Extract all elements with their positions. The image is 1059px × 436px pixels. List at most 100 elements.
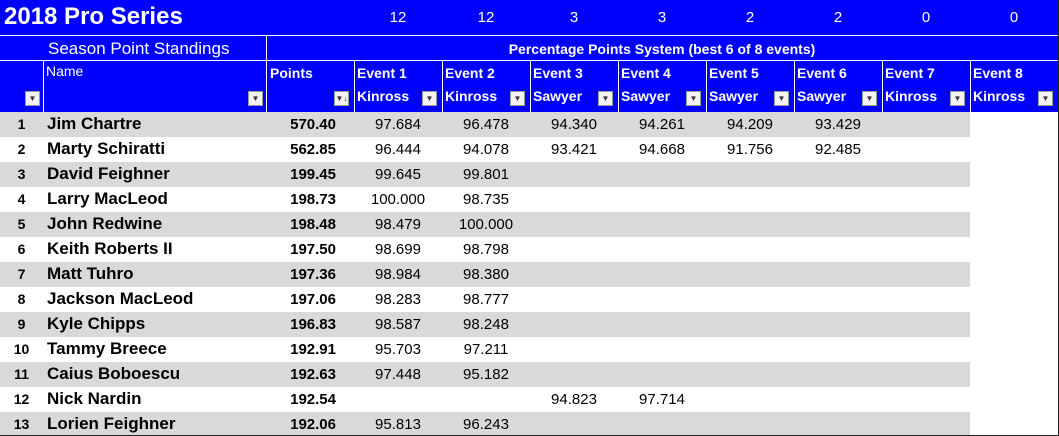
divider (43, 60, 44, 112)
sort-filter-button[interactable]: ▼↓ (334, 91, 349, 106)
divider (266, 35, 267, 112)
column-header: Event 6 (797, 65, 847, 81)
venue-label: Sawyer (709, 88, 759, 104)
event-score: 95.703 (375, 341, 421, 358)
column-header: Event 7 (885, 65, 935, 81)
row-background (0, 387, 970, 412)
venue-label: Sawyer (797, 88, 847, 104)
points: 199.45 (290, 166, 336, 183)
row-background (0, 337, 970, 362)
player-name: Nick Nardin (47, 389, 142, 408)
filter-button[interactable]: ▼ (598, 91, 613, 106)
event-score: 98.735 (463, 191, 509, 208)
divider (0, 35, 1058, 36)
subtitle: Season Point Standings (48, 39, 230, 58)
filter-button[interactable]: ▼ (248, 91, 263, 106)
points-system: Percentage Points System (best 6 of 8 ev… (508, 41, 816, 57)
event-score: 94.340 (551, 116, 597, 133)
event-score: 93.421 (551, 141, 597, 158)
player-name: Matt Tuhro (47, 264, 134, 283)
points: 197.06 (290, 291, 336, 308)
event-count: 12 (389, 9, 407, 26)
divider (618, 60, 619, 112)
filter-button[interactable]: ▼ (774, 91, 789, 106)
event-score: 98.380 (463, 266, 509, 283)
filter-button[interactable]: ▼ (510, 91, 525, 106)
column-header: Event 5 (709, 65, 759, 81)
player-name: John Redwine (47, 214, 163, 233)
player-name: David Feighner (47, 164, 170, 183)
divider (882, 60, 883, 112)
points: 198.73 (290, 191, 336, 208)
player-name: Kyle Chipps (47, 314, 146, 333)
event-count: 2 (745, 9, 755, 26)
rank: 7 (17, 266, 26, 282)
divider (354, 60, 355, 112)
event-score: 100.000 (458, 216, 514, 233)
player-name: Larry MacLeod (47, 189, 168, 208)
event-score: 94.823 (551, 391, 597, 408)
player-name: Caius Boboescu (47, 364, 181, 383)
player-name: Tammy Breece (47, 339, 167, 358)
rank: 13 (13, 416, 30, 432)
event-score: 96.243 (463, 416, 509, 433)
event-count: 0 (1009, 9, 1019, 26)
row-background (0, 137, 970, 162)
column-header: Event 8 (973, 65, 1023, 81)
divider (0, 60, 1058, 61)
points: 192.63 (290, 366, 336, 383)
divider (794, 60, 795, 112)
event-count: 0 (921, 9, 931, 26)
divider (530, 60, 531, 112)
event-score: 94.668 (639, 141, 685, 158)
rank: 3 (17, 166, 26, 182)
event-count: 3 (657, 9, 667, 26)
points: 562.85 (290, 141, 336, 158)
column-header: Event 3 (533, 65, 583, 81)
venue-label: Sawyer (621, 88, 671, 104)
points: 196.83 (290, 316, 336, 333)
points: 197.50 (290, 241, 336, 258)
points: 192.06 (290, 416, 336, 433)
event-score: 95.813 (375, 416, 421, 433)
venue-label: Kinross (445, 88, 498, 104)
event-score: 93.429 (815, 116, 861, 133)
points: 570.40 (290, 116, 336, 133)
event-score: 92.485 (815, 141, 861, 158)
event-score: 97.211 (463, 341, 509, 358)
event-score: 96.478 (463, 116, 509, 133)
rank: 11 (14, 366, 29, 382)
rank: 1 (17, 116, 26, 132)
column-header: Name (46, 63, 84, 79)
filter-button[interactable]: ▼ (686, 91, 701, 106)
filter-button[interactable]: ▼ (950, 91, 965, 106)
filter-button[interactable]: ▼ (1038, 91, 1053, 106)
points: 192.91 (290, 341, 336, 358)
event-score: 99.645 (375, 166, 421, 183)
row-background (0, 287, 970, 312)
filter-button[interactable]: ▼ (862, 91, 877, 106)
event-score: 94.078 (463, 141, 509, 158)
row-background (0, 187, 970, 212)
rank: 2 (17, 141, 26, 157)
event-score: 94.261 (639, 116, 685, 133)
event-score: 98.798 (463, 241, 509, 258)
event-score: 98.479 (375, 216, 421, 233)
event-score: 94.209 (727, 116, 773, 133)
column-header: Event 4 (621, 65, 671, 81)
row-background (0, 212, 970, 237)
event-score: 100.000 (370, 191, 426, 208)
event-score: 98.283 (375, 291, 421, 308)
rank: 8 (17, 291, 26, 307)
filter-button[interactable]: ▼ (25, 91, 40, 106)
divider (970, 60, 971, 112)
event-score: 98.699 (375, 241, 421, 258)
venue-label: Kinross (973, 88, 1026, 104)
event-score: 91.756 (727, 141, 773, 158)
filter-button[interactable]: ▼ (422, 91, 437, 106)
rank: 5 (17, 216, 26, 232)
rank: 10 (13, 341, 30, 357)
row-background (0, 362, 970, 387)
event-score: 97.684 (375, 116, 421, 133)
row-background (0, 312, 970, 337)
